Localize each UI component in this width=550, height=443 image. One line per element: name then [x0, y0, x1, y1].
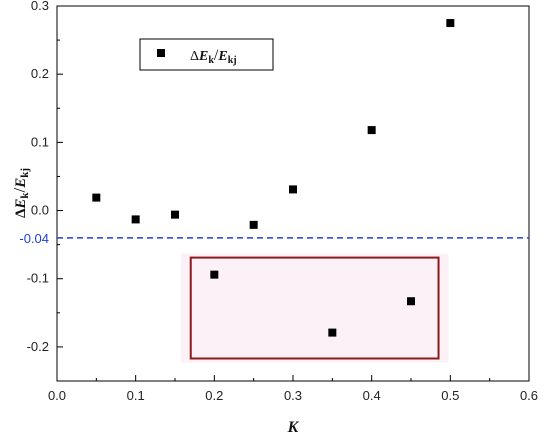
data-point [446, 19, 455, 28]
y-axis-e2: E [13, 178, 29, 189]
reference-line-label: -0.04 [19, 231, 49, 246]
x-tick-label: 0.0 [48, 388, 66, 403]
y-axis-sub-k: k [19, 192, 31, 199]
data-point [328, 328, 337, 337]
x-tick-label: 0.6 [520, 388, 538, 403]
legend-sub-k: k [208, 55, 214, 66]
legend-sub-kj: kj [228, 55, 237, 66]
x-axis: 0.0 0.1 0.2 0.3 0.4 0.5 0.6 [48, 375, 538, 403]
data-point [171, 210, 179, 219]
scatter-series [92, 19, 455, 337]
legend-delta: Δ [190, 49, 199, 64]
data-point [131, 215, 140, 224]
highlight-box-background [180, 253, 449, 363]
legend-e1: E [198, 49, 208, 64]
legend-e2: E [217, 49, 227, 64]
y-axis: -0.2 -0.1 0.0 0.1 0.2 0.3 [27, 0, 63, 354]
y-tick-label: -0.2 [27, 339, 49, 354]
x-tick-label: 0.1 [127, 388, 145, 403]
y-axis-e1: E [13, 199, 29, 210]
data-point [407, 297, 415, 306]
y-tick-label: 0.0 [31, 203, 49, 218]
y-tick-label: 0.2 [31, 66, 49, 81]
data-point [92, 193, 101, 202]
x-tick-label: 0.3 [284, 388, 302, 403]
y-axis-sub-kj: kj [19, 168, 31, 178]
data-point [210, 270, 219, 279]
y-tick-label: -0.1 [27, 271, 49, 286]
y-tick-label: 0.1 [31, 134, 49, 149]
x-axis-title: K [287, 419, 300, 436]
y-axis-slash: / [10, 187, 29, 192]
y-tick-label: 0.3 [31, 0, 49, 13]
data-point [289, 185, 297, 194]
data-point [249, 220, 258, 229]
x-tick-label: 0.5 [441, 388, 459, 403]
legend: ΔEk/Ekj [139, 38, 274, 71]
legend-slash: / [214, 47, 219, 64]
legend-label: ΔEk/Ekj [190, 47, 237, 66]
x-tick-label: 0.2 [205, 388, 223, 403]
legend-marker [157, 49, 165, 57]
highlight-box [189, 256, 440, 360]
x-tick-label: 0.4 [363, 388, 381, 403]
y-axis-delta: Δ [13, 208, 29, 218]
y-axis-title: ΔEk/Ekj [10, 168, 31, 218]
data-point [367, 126, 376, 135]
